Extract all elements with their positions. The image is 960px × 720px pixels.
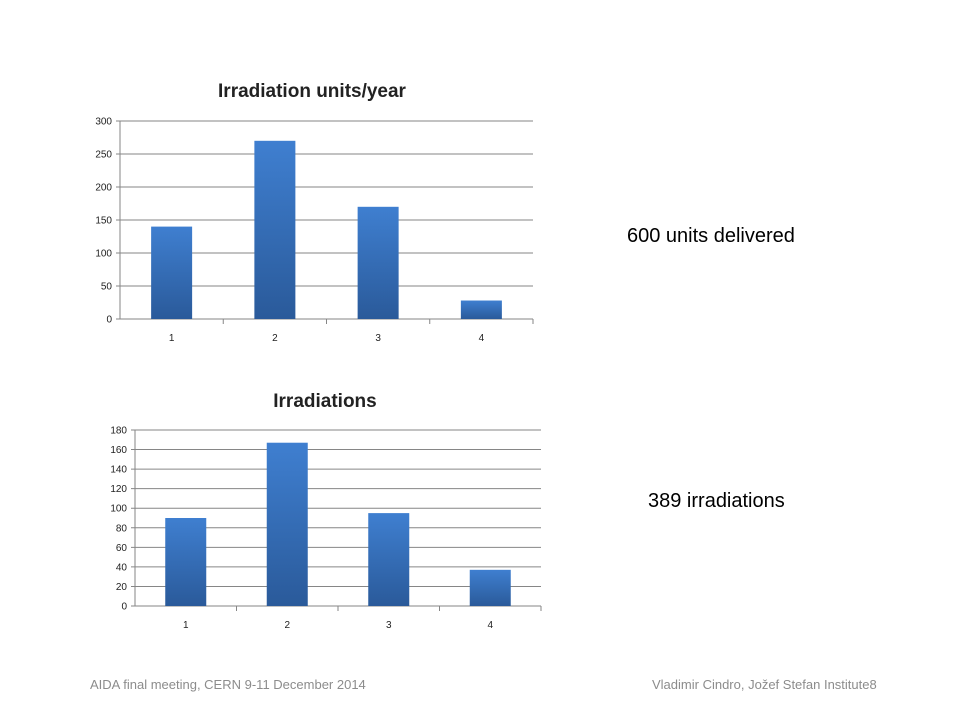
- bar-4: [469, 569, 511, 606]
- irradiations-chart: Irradiations 0 20 40 60 80 100 120 140 160 180 1 2…: [110, 391, 542, 631]
- y-tick-label: 250: [95, 150, 112, 161]
- y-tick-label: 0: [106, 315, 112, 326]
- footer-author: Vladimir Cindro, Jožef Stefan Institute8: [652, 677, 877, 692]
- bar-2: [266, 442, 308, 606]
- y-tick-label: 150: [95, 216, 112, 227]
- bar-3: [357, 206, 399, 319]
- y-tick-label: 120: [110, 484, 127, 495]
- y-tick-label: 60: [116, 543, 128, 554]
- x-tick-label: 4: [479, 333, 485, 344]
- y-tick-label: 20: [116, 582, 128, 593]
- bar-1: [165, 518, 207, 606]
- x-tick-label: 2: [284, 620, 290, 631]
- y-tick-label: 50: [101, 282, 113, 293]
- y-tick-label: 0: [121, 602, 127, 613]
- bar-1: [151, 226, 193, 319]
- y-tick-label: 140: [110, 465, 127, 476]
- x-tick-label: 1: [169, 333, 175, 344]
- chart-title: Irradiations: [273, 391, 376, 412]
- y-tick-label: 200: [95, 183, 112, 194]
- y-tick-label: 300: [95, 117, 112, 128]
- irradiations-note: 389 irradiations: [648, 490, 785, 512]
- y-tick-label: 180: [110, 426, 127, 437]
- y-tick-label: 100: [110, 504, 127, 515]
- footer-author-name: Vladimir Cindro, Jožef Stefan Institute: [652, 677, 870, 692]
- units-delivered-note: 600 units delivered: [627, 225, 795, 247]
- x-tick-label: 1: [183, 620, 189, 631]
- x-tick-label: 3: [375, 333, 381, 344]
- chart-title: Irradiation units/year: [218, 81, 407, 102]
- y-tick-label: 160: [110, 445, 127, 456]
- footer-meeting: AIDA final meeting, CERN 9-11 December 2…: [90, 677, 366, 692]
- y-tick-label: 80: [116, 523, 128, 534]
- irradiation-units-chart: Irradiation units/year 0 50 100 150 200 250 30…: [95, 81, 534, 344]
- bar-4: [460, 300, 502, 319]
- bar-2: [254, 140, 296, 319]
- x-tick-label: 2: [272, 333, 278, 344]
- x-tick-label: 3: [386, 620, 392, 631]
- bar-3: [368, 513, 410, 606]
- y-tick-label: 40: [116, 562, 128, 573]
- x-tick-label: 4: [487, 620, 493, 631]
- y-tick-label: 100: [95, 249, 112, 260]
- footer-page-number: 8: [869, 677, 877, 692]
